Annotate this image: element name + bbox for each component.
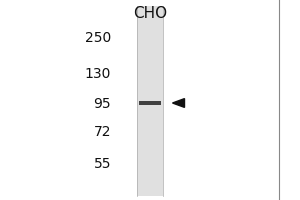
- Text: 72: 72: [94, 125, 111, 139]
- Polygon shape: [172, 99, 184, 107]
- Text: 95: 95: [93, 97, 111, 111]
- Bar: [137, 6, 163, 196]
- Text: 250: 250: [85, 31, 111, 45]
- Text: 55: 55: [94, 157, 111, 171]
- Text: 130: 130: [85, 67, 111, 81]
- Text: CHO: CHO: [133, 6, 167, 21]
- Bar: [139, 101, 161, 105]
